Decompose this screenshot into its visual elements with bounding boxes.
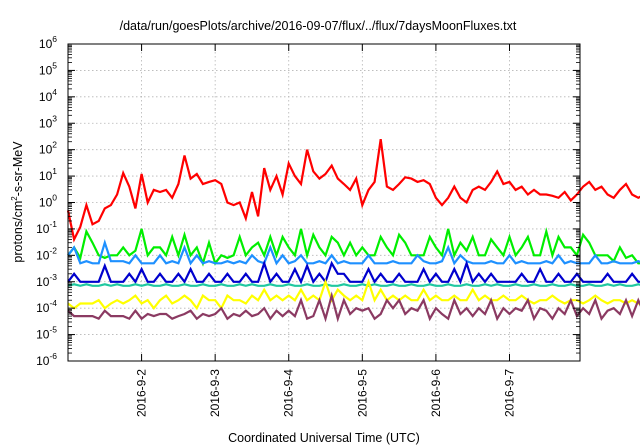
y-axis-label-rest: -s-sr-MeV <box>11 141 25 197</box>
x-tick-label: 2016-9-2 <box>135 369 149 417</box>
chart-title: /data/run/goesPlots/archive/2016-09-07/f… <box>120 19 517 33</box>
y-tick-base: 10 <box>36 248 50 262</box>
y-tick-base: 10 <box>39 169 53 183</box>
x-axis-label: Coordinated Universal Time (UTC) <box>228 431 420 445</box>
flux-series-line <box>67 283 640 287</box>
x-tick-labels: 2016-9-2 2016-9-3 2016-9-4 2016-9-5 2016-9-6… <box>135 369 517 417</box>
y-tick-label: 105 <box>39 60 57 77</box>
y-tick-exponent: 0 <box>52 193 57 203</box>
axis-ticks <box>68 43 580 362</box>
y-tick-label: 102 <box>39 140 57 157</box>
y-tick-label: 100 <box>39 193 57 210</box>
y-axis-label-base: protons/cm <box>11 201 25 263</box>
y-tick-base: 10 <box>36 222 50 236</box>
y-tick-label: 106 <box>39 34 57 51</box>
y-tick-base: 10 <box>36 275 50 289</box>
y-tick-base: 10 <box>39 116 53 130</box>
y-tick-exponent: 3 <box>52 113 57 123</box>
x-tick-label: 2016-9-3 <box>208 369 222 417</box>
y-tick-exponent: -1 <box>49 219 57 229</box>
y-tick-base: 10 <box>39 63 53 77</box>
y-tick-exponent: 4 <box>52 87 57 97</box>
y-tick-label: 10-3 <box>36 272 57 289</box>
y-tick-labels: 10-610-510-410-310-210-11001011021031041… <box>36 34 57 368</box>
x-tick-label: 2016-9-6 <box>429 369 443 417</box>
y-tick-label: 10-2 <box>36 245 57 262</box>
y-tick-exponent: -4 <box>49 298 57 308</box>
flux-series-line <box>67 239 640 266</box>
y-tick-exponent: -3 <box>49 272 57 282</box>
y-tick-exponent: -6 <box>49 351 57 361</box>
y-axis-label-sup: 2 <box>10 196 19 201</box>
y-tick-exponent: -2 <box>49 245 57 255</box>
y-tick-base: 10 <box>36 301 50 315</box>
y-tick-base: 10 <box>39 196 53 210</box>
flux-series-line <box>67 291 640 323</box>
y-tick-base: 10 <box>39 143 53 157</box>
y-tick-label: 101 <box>39 166 57 183</box>
x-tick-label: 2016-9-7 <box>502 369 516 417</box>
y-tick-exponent: 2 <box>52 140 57 150</box>
y-tick-base: 10 <box>36 354 50 368</box>
flux-series-line <box>67 259 640 285</box>
y-tick-exponent: -5 <box>49 325 57 335</box>
y-tick-label: 10-4 <box>36 298 57 315</box>
y-axis-label: protons/cm2-s-sr-MeV <box>10 141 25 263</box>
y-tick-exponent: 1 <box>52 166 57 176</box>
y-tick-base: 10 <box>39 90 53 104</box>
y-tick-exponent: 5 <box>52 60 57 70</box>
y-tick-label: 10-6 <box>36 351 57 368</box>
data-series <box>66 139 640 323</box>
y-tick-label: 10-1 <box>36 219 57 236</box>
flux-series-line <box>66 139 640 243</box>
y-tick-label: 10-5 <box>36 325 57 342</box>
flux-series-line <box>67 227 640 267</box>
y-tick-exponent: 6 <box>52 34 57 44</box>
y-tick-label: 104 <box>39 87 57 104</box>
y-tick-label: 103 <box>39 113 57 130</box>
x-tick-label: 2016-9-4 <box>282 369 296 417</box>
x-tick-label: 2016-9-5 <box>355 369 369 417</box>
y-tick-base: 10 <box>36 328 50 342</box>
y-tick-base: 10 <box>39 37 53 51</box>
